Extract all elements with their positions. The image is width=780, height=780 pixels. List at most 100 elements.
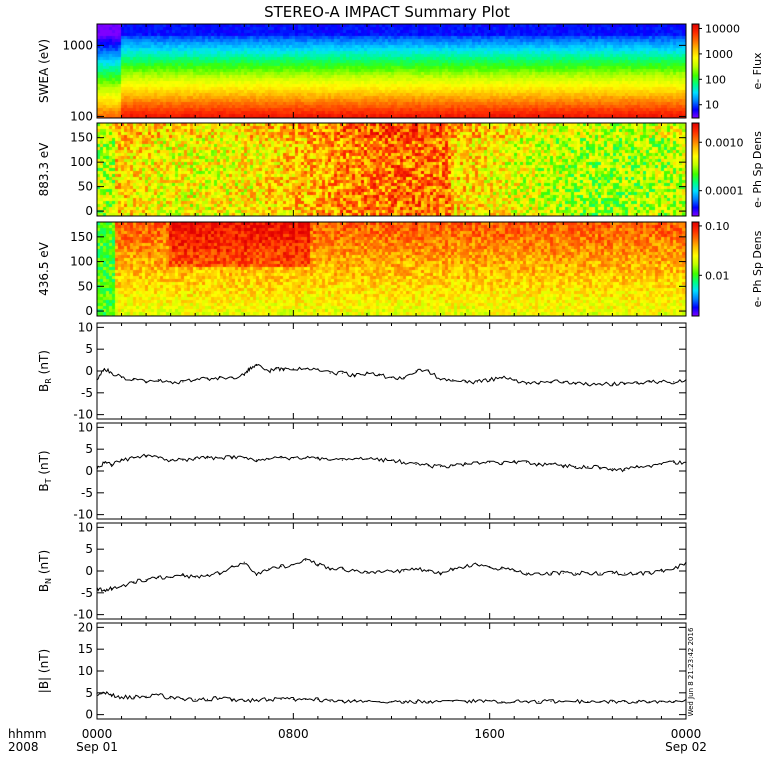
data-point <box>403 376 405 379</box>
data-point <box>574 700 577 703</box>
data-point <box>611 700 613 703</box>
data-point <box>341 700 344 703</box>
data-point <box>513 570 515 572</box>
y-axis-label: SWEA (eV) <box>37 39 51 103</box>
data-point <box>157 457 159 459</box>
heatmap-raster <box>97 123 686 216</box>
data-point <box>538 700 540 703</box>
line-series <box>96 691 687 705</box>
data-point <box>378 700 380 703</box>
data-point <box>305 698 307 700</box>
data-point <box>206 574 209 576</box>
chart-title: STEREO-A IMPACT Summary Plot <box>264 3 510 21</box>
data-point <box>120 696 123 698</box>
data-point <box>599 466 601 469</box>
panel-frame: 100 1000 SWEA (eV) <box>37 23 687 123</box>
y-tick-label: 10 <box>78 320 93 334</box>
x-tick-label: 1600 <box>474 727 505 741</box>
colorbar-tick-label: 1000 <box>705 48 733 61</box>
data-point <box>403 570 405 572</box>
data-point <box>329 372 331 374</box>
data-point <box>648 465 650 467</box>
colorbar-tick-label: 0.10 <box>705 220 730 233</box>
data-point <box>354 458 356 460</box>
data-point <box>305 457 307 459</box>
data-point <box>133 581 135 583</box>
data-point <box>403 700 405 703</box>
y-tick-label: 5 <box>85 342 93 356</box>
data-point <box>231 376 233 379</box>
data-point <box>648 572 650 574</box>
data-point <box>611 572 613 574</box>
data-point <box>219 572 221 574</box>
data-point <box>329 459 331 461</box>
data-point <box>525 461 528 463</box>
data-point <box>439 379 442 381</box>
data-point <box>366 700 368 703</box>
y-tick-label: 0 <box>85 204 93 218</box>
series-line <box>96 558 687 593</box>
data-point <box>648 700 650 703</box>
data-point <box>280 566 282 568</box>
data-point <box>427 570 429 572</box>
data-point <box>685 561 687 563</box>
data-point <box>206 698 209 700</box>
data-point <box>206 457 209 459</box>
data-point <box>103 368 105 370</box>
colorbar-tick-label: 0.01 <box>705 269 730 282</box>
data-point <box>587 383 589 385</box>
data-point <box>378 459 380 461</box>
data-point <box>255 459 258 461</box>
data-point <box>219 376 221 379</box>
y-tick-label: 5 <box>85 686 93 700</box>
data-point <box>599 700 601 703</box>
y-tick-label: 20 <box>78 620 93 634</box>
data-point <box>673 568 675 570</box>
y-tick-label: -10 <box>73 508 93 522</box>
line-series <box>96 363 687 387</box>
heatmap-image <box>97 24 686 118</box>
y-tick-label: -5 <box>81 586 93 600</box>
data-point <box>182 574 184 576</box>
data-point <box>329 700 331 703</box>
data-point <box>243 700 245 702</box>
data-point <box>341 568 344 570</box>
data-point <box>439 700 442 703</box>
colorbar-tick-label: 10 <box>705 99 719 112</box>
data-point <box>317 368 319 370</box>
data-point <box>354 700 356 702</box>
panel-frame: -10 -5 0 5 10 BR (nT) <box>37 320 687 422</box>
data-point <box>648 381 650 383</box>
y-tick-label: 50 <box>78 180 93 194</box>
data-point <box>636 382 638 384</box>
data-point <box>366 372 368 374</box>
data-point <box>378 374 380 376</box>
panel-frame: -10 -5 0 5 10 BT (nT) <box>37 420 687 522</box>
data-point <box>574 382 577 384</box>
data-point <box>219 457 221 459</box>
data-point <box>415 700 417 703</box>
data-point <box>194 698 196 700</box>
data-point <box>476 700 478 702</box>
data-point <box>501 462 503 464</box>
data-point <box>489 379 491 381</box>
data-point <box>194 458 196 460</box>
y-tick-label: -10 <box>73 408 93 422</box>
data-point <box>624 469 626 471</box>
y-tick-label: 0 <box>85 364 93 378</box>
x-tick-label: 0000 <box>82 727 113 741</box>
data-point <box>636 572 638 574</box>
data-point <box>111 694 113 696</box>
data-point <box>599 383 601 385</box>
data-point <box>341 372 344 374</box>
panel-frame: 0 5 10 15 20 |B| (nT) <box>37 620 687 722</box>
data-point <box>170 459 172 461</box>
x-date-label: Sep 02 <box>665 740 707 754</box>
data-point <box>103 590 105 592</box>
y-axis-label: BN (nT) <box>37 550 53 592</box>
data-point <box>231 456 233 458</box>
y-tick-label: 150 <box>70 230 93 244</box>
colorbar: 0.01 0.10 e- Ph Sp Dens <box>691 220 764 317</box>
data-point <box>587 466 589 468</box>
data-point <box>464 700 466 703</box>
